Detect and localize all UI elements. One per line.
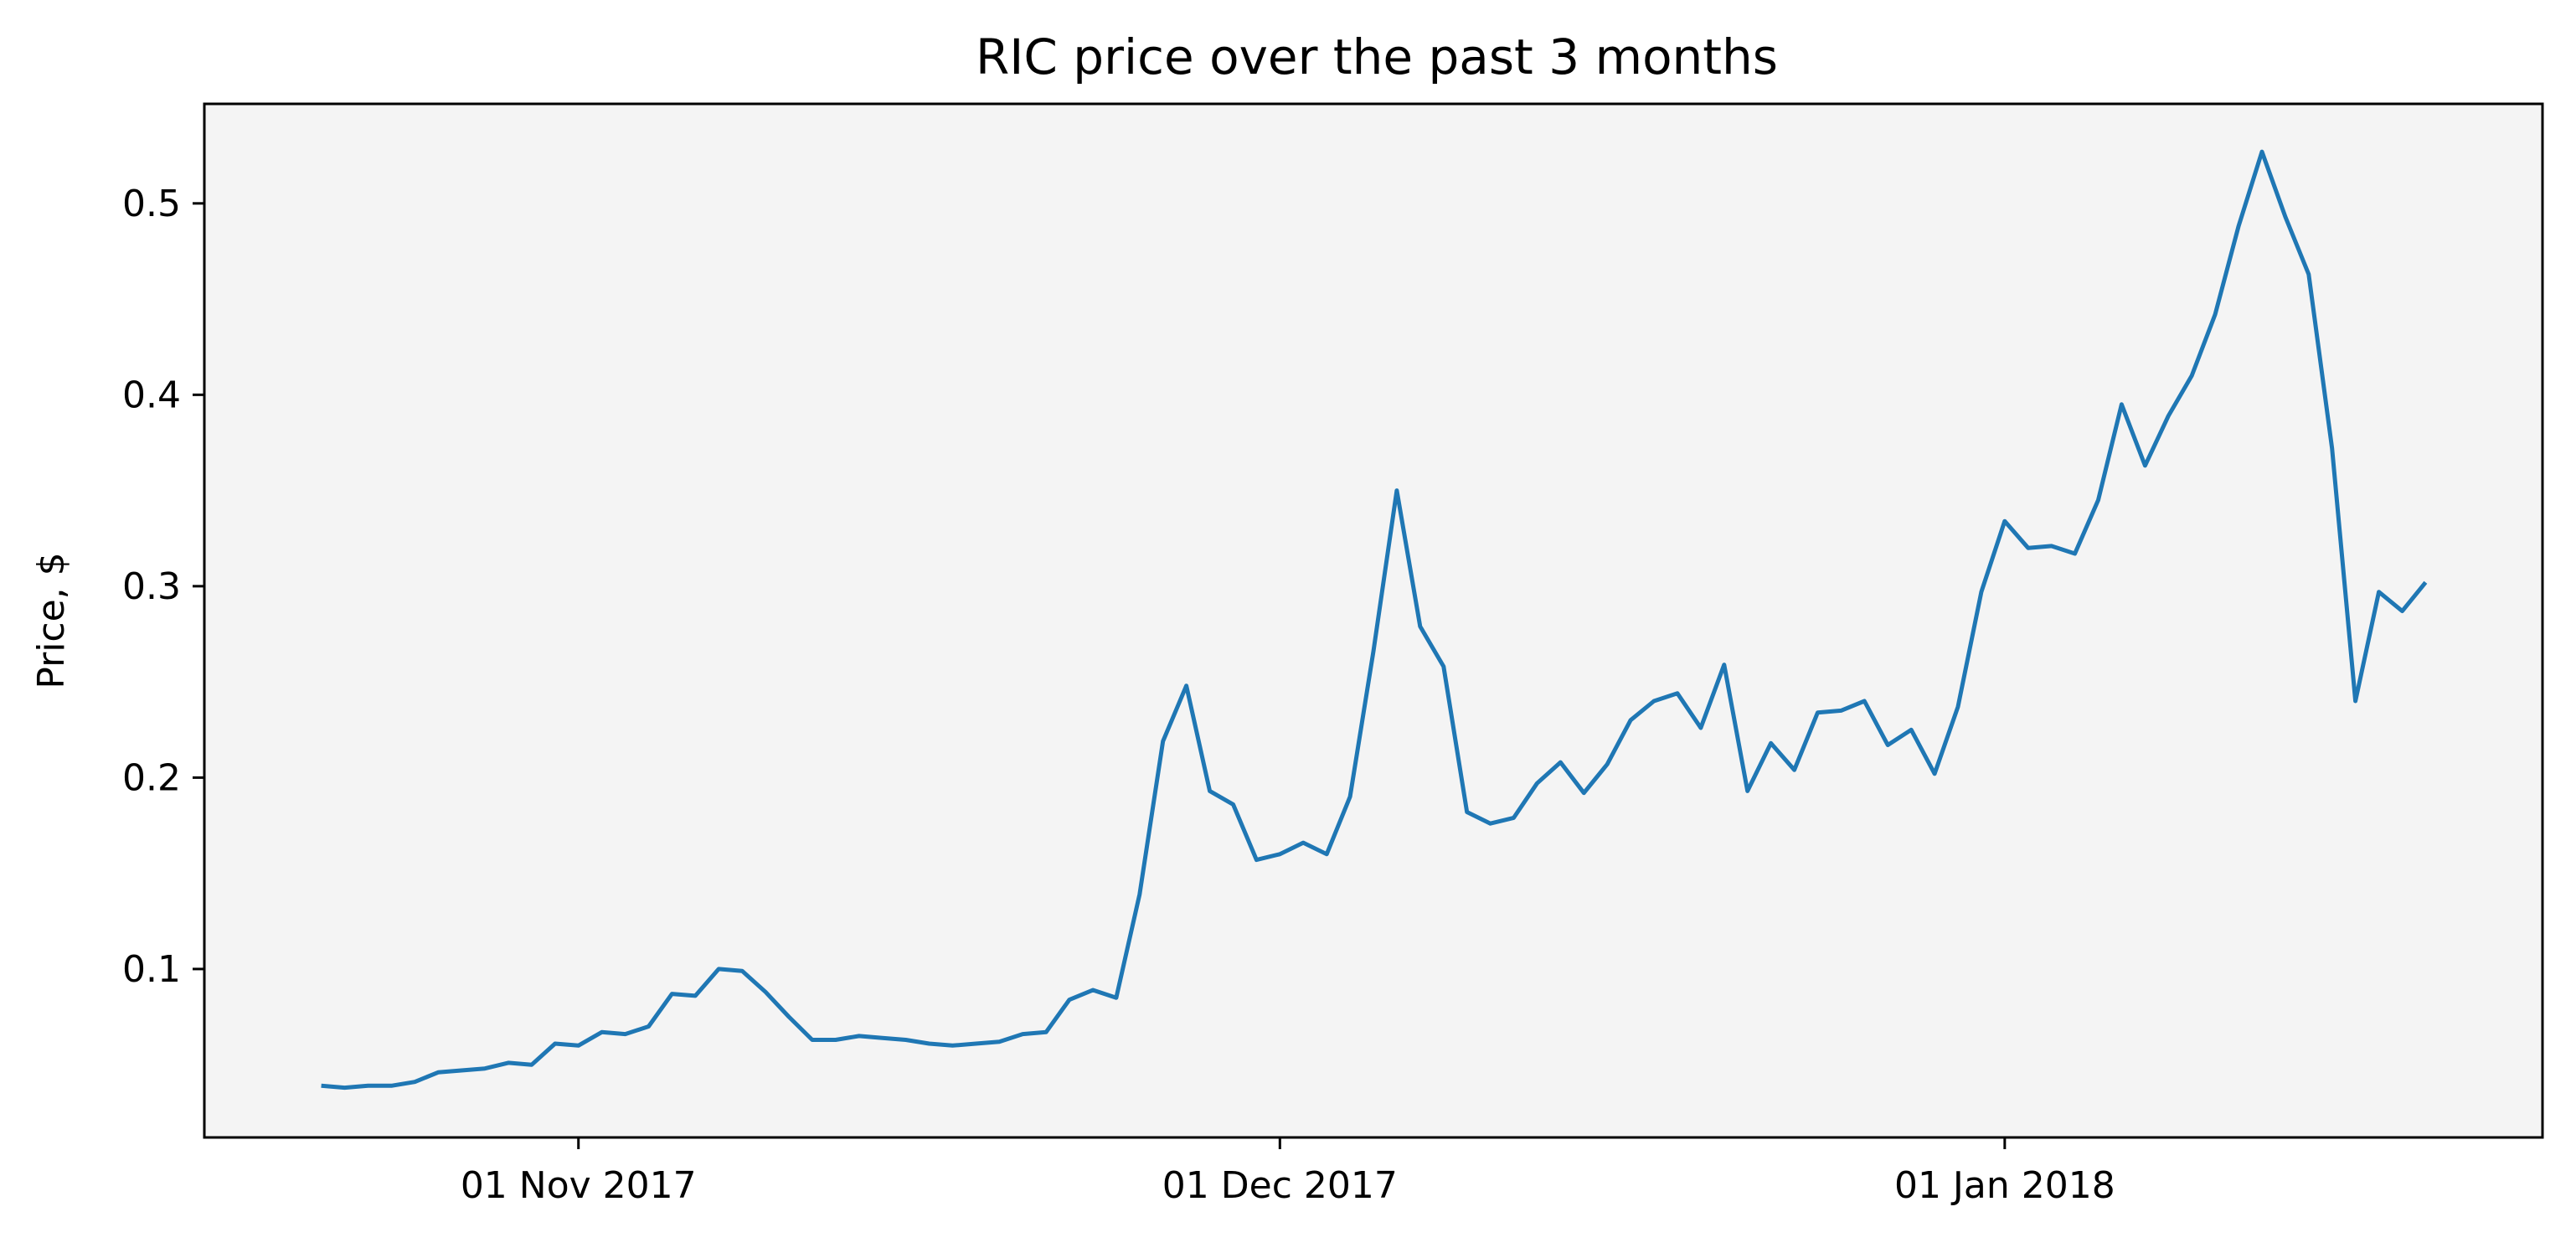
x-tick-label-2: 01 Jan 2018 — [1894, 1164, 2115, 1207]
plot-frame — [203, 102, 2544, 1139]
data-marks — [321, 149, 2428, 1091]
x-tick-label-0: 01 Nov 2017 — [461, 1164, 697, 1207]
y-tick-label-3: 0.4 — [122, 374, 181, 416]
y-axis: 0.1 0.2 0.3 0.4 0.5 — [122, 183, 204, 991]
y-tick-label-4: 0.5 — [122, 183, 181, 225]
x-tick-label-1: 01 Dec 2017 — [1162, 1164, 1398, 1207]
plot-area — [204, 104, 2543, 1137]
x-axis: 01 Nov 2017 01 Dec 2017 01 Jan 2018 — [461, 1137, 2115, 1207]
series-line-0 — [321, 149, 2428, 1091]
chart-title: RIC price over the past 3 months — [976, 28, 1778, 85]
y-axis-label: Price, $ — [30, 552, 73, 688]
y-tick-label-1: 0.2 — [122, 756, 181, 799]
y-tick-label-2: 0.3 — [122, 565, 181, 608]
y-tick-label-0: 0.1 — [122, 948, 181, 991]
